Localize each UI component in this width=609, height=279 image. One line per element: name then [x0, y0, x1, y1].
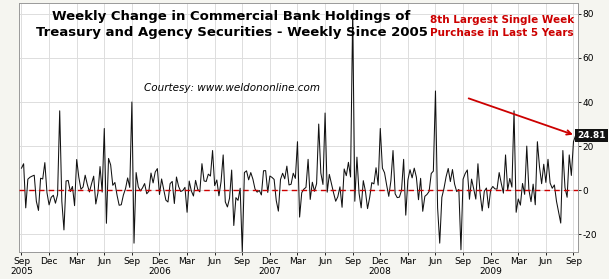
Text: Courtesy: www.weldononline.com: Courtesy: www.weldononline.com	[144, 83, 320, 93]
Text: Weekly Change in Commercial Bank Holdings of
Treasury and Agency Securities - We: Weekly Change in Commercial Bank Holding…	[35, 10, 428, 39]
Text: 8th Largest Single Week
Purchase in Last 5 Years: 8th Largest Single Week Purchase in Last…	[430, 15, 574, 38]
Text: 24.81: 24.81	[578, 131, 606, 140]
